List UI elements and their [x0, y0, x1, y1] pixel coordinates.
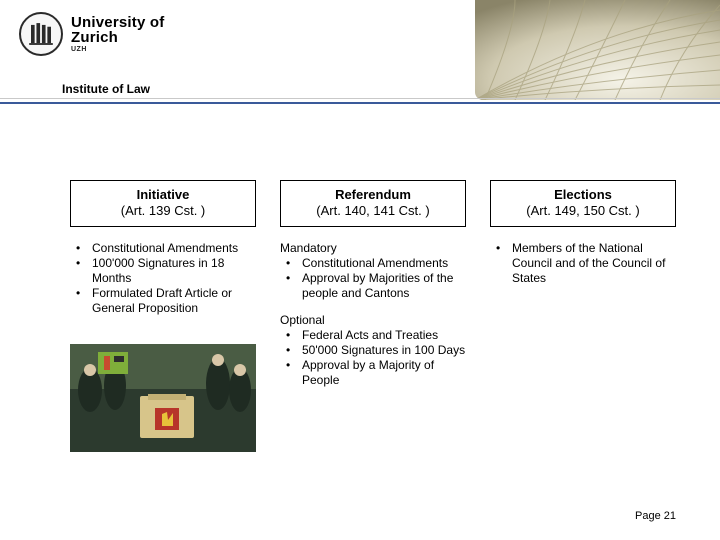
list-item: Approval by Majorities of the people and…	[280, 271, 466, 301]
list-item: Constitutional Amendments	[70, 241, 256, 256]
logo-area: University of Zurich UZH	[19, 12, 164, 56]
bullet-list: Constitutional Amendments Approval by Ma…	[280, 256, 466, 301]
banner-image	[475, 0, 720, 100]
list-item: 100'000 Signatures in 18 Months	[70, 256, 256, 286]
column-body: Mandatory Constitutional Amendments Appr…	[280, 227, 466, 388]
bullet-list: Members of the National Council and of t…	[490, 241, 676, 286]
list-item: Federal Acts and Treaties	[280, 328, 466, 343]
list-item: Approval by a Majority of People	[280, 358, 466, 388]
column-title-box: Initiative (Art. 139 Cst. )	[70, 180, 256, 227]
column-title-box: Elections (Art. 149, 150 Cst. )	[490, 180, 676, 227]
column-body: Constitutional Amendments 100'000 Signat…	[70, 227, 256, 316]
column-subtitle: (Art. 149, 150 Cst. )	[495, 203, 671, 219]
section-label: Optional	[280, 313, 466, 328]
institute-label: Institute of Law	[62, 82, 150, 96]
university-line1: University of	[71, 15, 164, 30]
uzh-tag: UZH	[71, 46, 164, 53]
column-title: Referendum	[285, 187, 461, 203]
page-number: Page 21	[635, 510, 676, 522]
column-title: Initiative	[75, 187, 251, 203]
column-title: Elections	[495, 187, 671, 203]
photo-icon	[70, 344, 256, 452]
list-item: Constitutional Amendments	[280, 256, 466, 271]
list-item: Members of the National Council and of t…	[490, 241, 676, 286]
bullet-list: Constitutional Amendments 100'000 Signat…	[70, 241, 256, 316]
divider-gray	[0, 98, 720, 99]
bullet-list: Federal Acts and Treaties 50'000 Signatu…	[280, 328, 466, 388]
slide: University of Zurich UZH	[0, 0, 720, 540]
column-subtitle: (Art. 140, 141 Cst. )	[285, 203, 461, 219]
section-label: Mandatory	[280, 241, 466, 256]
university-seal-icon	[19, 12, 63, 56]
list-item: Formulated Draft Article or General Prop…	[70, 286, 256, 316]
university-name: University of Zurich UZH	[71, 15, 164, 53]
column-body: Members of the National Council and of t…	[490, 227, 676, 286]
list-item: 50'000 Signatures in 100 Days	[280, 343, 466, 358]
university-line2: Zurich	[71, 30, 164, 45]
column-elections: Elections (Art. 149, 150 Cst. ) Members …	[490, 180, 676, 388]
column-referendum: Referendum (Art. 140, 141 Cst. ) Mandato…	[280, 180, 466, 388]
header: University of Zurich UZH	[0, 0, 720, 110]
column-title-box: Referendum (Art. 140, 141 Cst. )	[280, 180, 466, 227]
voting-photo	[70, 344, 256, 452]
divider-blue	[0, 102, 720, 104]
column-subtitle: (Art. 139 Cst. )	[75, 203, 251, 219]
